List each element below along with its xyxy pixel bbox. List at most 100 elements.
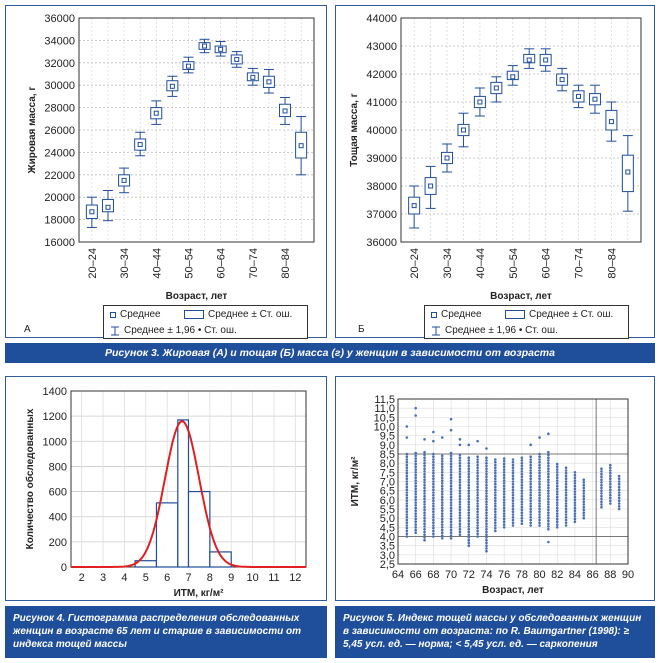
mean-point: [428, 183, 434, 189]
scatter-point: [502, 468, 506, 471]
scatter-point: [440, 471, 444, 474]
scatter-point: [405, 521, 409, 524]
scatter-point: [467, 525, 471, 528]
scatter-point: [440, 534, 444, 537]
scatter-point: [582, 508, 586, 512]
scatter-point: [494, 469, 497, 472]
scatter-point: [520, 478, 524, 481]
scatter-point: [405, 510, 409, 513]
scatter-point: [538, 499, 541, 502]
mean-point: [105, 204, 111, 210]
panel-letter-a: А: [24, 324, 31, 335]
scatter-point: [564, 493, 568, 497]
scatter-point: [423, 516, 426, 520]
scatter-point: [600, 481, 603, 484]
scatter-point: [529, 463, 532, 467]
histogram-y-axis-label: Количество обследованных: [24, 408, 36, 549]
scatter-point: [467, 503, 471, 506]
scatter-point: [520, 464, 524, 468]
scatter-point: [414, 498, 417, 502]
scatter-point: [414, 457, 417, 460]
scatter-point: [476, 493, 479, 497]
mean-point: [526, 57, 532, 63]
scatter-point: [538, 480, 541, 483]
scatter-point: [485, 508, 488, 512]
scatter-point: [600, 503, 603, 506]
y-tick-label: 28000: [44, 103, 75, 115]
scatter-point: [405, 471, 409, 475]
mean-point: [510, 74, 516, 80]
scatter-point: [449, 520, 453, 524]
scatter-point: [564, 485, 568, 489]
y-tick-label: 36000: [44, 13, 75, 25]
scatter-point: [564, 524, 568, 527]
scatter-point: [405, 526, 409, 530]
scatter-point: [494, 480, 497, 483]
scatter-point: [494, 504, 497, 508]
scatter-point: [547, 486, 550, 490]
scatter-point: [432, 526, 435, 530]
scatter-point: [405, 515, 409, 519]
scatter-point: [617, 493, 621, 497]
scatter-point: [414, 509, 417, 513]
scatter-point: [414, 451, 417, 455]
scatter-point: [414, 462, 417, 466]
x-tick-label: 70–74: [574, 248, 586, 279]
mean-point: [153, 110, 159, 116]
scatter-point: [440, 520, 444, 524]
x-tick-label: 88: [604, 569, 616, 581]
scatter-point: [467, 464, 471, 468]
y-tick-label: 5,0: [380, 513, 395, 525]
scatter-point: [555, 523, 559, 526]
scatter-point: [547, 505, 550, 509]
scatter-point: [405, 491, 409, 494]
scatter-point: [414, 490, 417, 493]
scatter-point: [529, 482, 532, 486]
scatter-point: [467, 478, 471, 481]
scatter-point: [458, 456, 462, 459]
scatter-point: [485, 516, 488, 520]
mean-point: [493, 85, 499, 91]
y-tick-label: 9,5: [380, 431, 395, 443]
scatter-point: [511, 524, 515, 527]
scatter-point: [449, 482, 453, 485]
scatter-point: [423, 497, 426, 501]
scatter-point: [538, 455, 541, 458]
y-tick-label: 3,5: [380, 541, 395, 553]
scatter-point: [432, 430, 435, 434]
scatter-point: [511, 491, 515, 494]
fat-mass-box-chart: 16000 18000 20000 22000 24000 26000 28000 30000…: [27, 13, 315, 302]
scatter-point: [432, 515, 435, 519]
scatter-point: [573, 512, 577, 515]
scatter-point: [467, 538, 471, 542]
scatter-point: [547, 540, 550, 544]
scatter-point: [538, 488, 541, 491]
scatter-point: [432, 463, 435, 467]
scatter-point: [573, 490, 577, 493]
mean-point: [121, 177, 127, 183]
x-tick-label: 7: [185, 572, 191, 584]
scatter-point: [494, 515, 497, 519]
histogram-x-axis-label: ИТМ, кг/м²: [174, 588, 225, 599]
scatter-point: [405, 425, 409, 428]
plot-frame: [78, 17, 315, 243]
scatter-point: [494, 485, 497, 489]
scatter-point: [405, 463, 409, 467]
scatter-point: [449, 493, 453, 496]
scatter-point: [573, 482, 577, 485]
scatter-point: [449, 484, 453, 488]
scatter-point: [494, 521, 497, 524]
scatter-point: [405, 504, 409, 508]
scatter-point: [529, 496, 532, 500]
scatter-point: [494, 502, 497, 505]
y-tick-label: 6,5: [380, 486, 395, 498]
scatter-point: [414, 460, 417, 463]
scatter-point: [458, 438, 462, 441]
lean-mass-x-axis-label: Возраст, лет: [490, 291, 552, 302]
scatter-point: [467, 494, 471, 498]
scatter-point: [449, 515, 453, 518]
scatter-point: [449, 451, 453, 455]
scatter-point: [600, 492, 603, 495]
scatter-point: [529, 499, 532, 502]
scatter-point: [494, 474, 497, 478]
